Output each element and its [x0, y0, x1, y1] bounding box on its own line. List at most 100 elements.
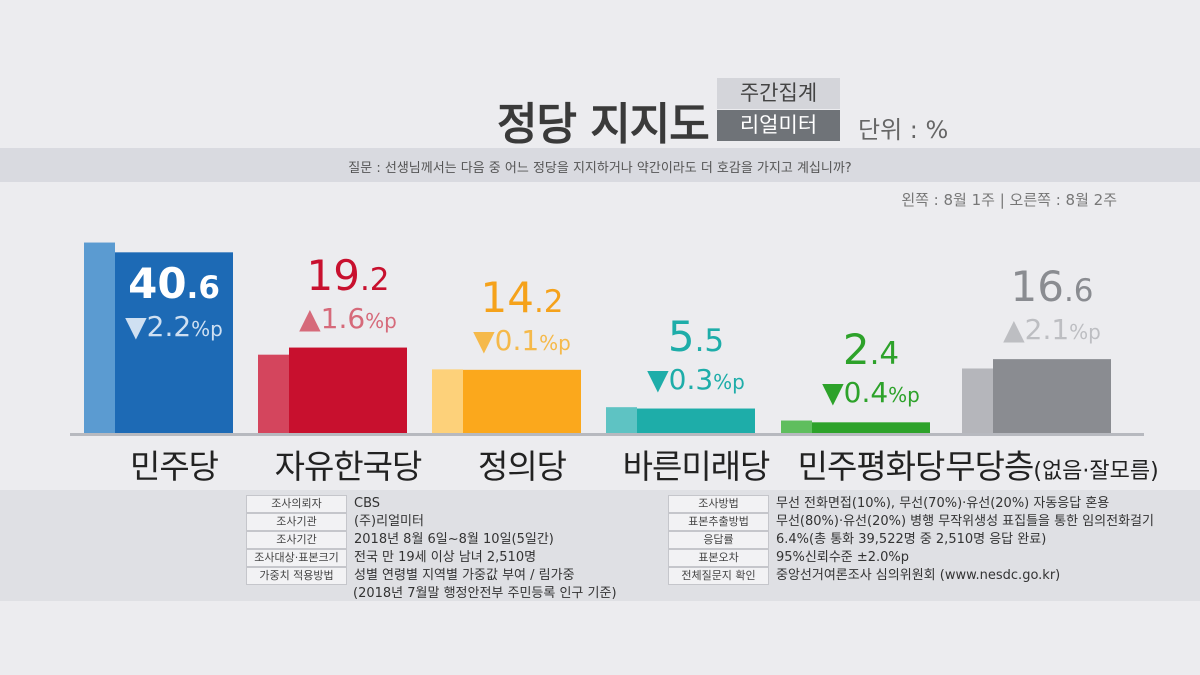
info-value: 성별 연령별 지역별 가중값 부여 / 림가중 [354, 568, 575, 583]
bar-label-5: 16.6 ▲2.1%p [964, 265, 1140, 349]
bar-curr-2 [463, 369, 581, 433]
bar-chart [84, 242, 1111, 433]
bar-label-1: 19.2 ▲1.6%p [260, 253, 436, 338]
bar-prev-0 [84, 242, 115, 433]
info-value: 95%신뢰수준 ±2.0%p [776, 550, 910, 565]
party-name-1: 자유한국당 [260, 440, 436, 488]
change-label: ▼2.2%p [86, 310, 262, 346]
bar-curr-5 [993, 359, 1111, 433]
info-label: 조사기관 [246, 513, 347, 531]
bar-prev-3 [606, 407, 637, 433]
bar-curr-1 [289, 347, 407, 433]
change-label: ▼0.3%p [608, 363, 784, 399]
change-unit: %p [365, 308, 397, 333]
info-row: 표본오차 95%신뢰수준 ±2.0%p [668, 549, 1154, 567]
change-unit: %p [888, 383, 920, 408]
value-label: 5.5 [608, 311, 784, 363]
value-dec: .6 [1063, 273, 1094, 310]
change-unit: %p [191, 317, 223, 342]
info-label: 전체질문지 확인 [668, 567, 769, 585]
party-label: 민주평화당 [797, 447, 946, 486]
unit-label: 단위 : % [858, 116, 949, 144]
value-label: 14.2 [434, 275, 610, 324]
info-value-extra: (2018년 7월말 행정안전부 주민등록 인구 기준) [353, 586, 617, 601]
info-label: 응답률 [668, 531, 769, 549]
value-int: 2 [842, 325, 870, 375]
survey-info-right: 조사방법 무선 전화면접(10%), 무선(70%)·유선(20%) 자동응답 혼… [668, 495, 1154, 585]
info-row: 조사의뢰자 CBS [246, 495, 617, 513]
info-row: 전체질문지 확인 중앙선거여론조사 심의위원회 (www.nesdc.go.kr) [668, 567, 1154, 585]
chart-title: 정당 지지도 [497, 99, 710, 150]
value-dec: .2 [359, 261, 390, 298]
bar-prev-1 [258, 354, 289, 433]
bar-prev-4 [781, 420, 812, 433]
change-unit: %p [539, 330, 571, 355]
party-label: 정의당 [477, 447, 567, 486]
info-label: 표본추출방법 [668, 513, 769, 531]
info-value: 중앙선거여론조사 심의위원회 (www.nesdc.go.kr) [776, 568, 1061, 583]
chart-baseline [70, 433, 1144, 436]
party-label: 민주당 [129, 447, 219, 486]
info-value: 6.4%(총 통화 39,522명 중 2,510명 응답 완료) [776, 532, 1047, 547]
legend-note: 왼쪽 : 8월 1주 | 오른쪽 : 8월 2주 [901, 191, 1117, 209]
value-int: 40 [128, 259, 187, 309]
value-label: 16.6 [964, 265, 1140, 313]
value-dec: .2 [533, 283, 564, 320]
change-unit: %p [713, 369, 745, 394]
info-value: 무선 전화면접(10%), 무선(70%)·유선(20%) 자동응답 혼용 [776, 496, 1110, 511]
party-label: 바른미래당 [622, 447, 771, 486]
bar-label-0: 40.6 ▼2.2%p [86, 262, 262, 346]
change-unit: %p [1069, 320, 1101, 345]
info-label: 조사방법 [668, 495, 769, 513]
change-label: ▼0.4%p [783, 376, 959, 412]
info-label: 조사의뢰자 [246, 495, 347, 513]
info-row: 가중치 적용방법 성별 연령별 지역별 가중값 부여 / 림가중 [246, 567, 617, 585]
info-value: (주)리얼미터 [354, 514, 424, 529]
party-name-0: 민주당 [86, 440, 262, 488]
value-dec: .4 [869, 336, 900, 373]
party-name-5: 무당층(없음·잘모름) [942, 440, 1162, 488]
info-label: 조사기간 [246, 531, 347, 549]
question-band [0, 148, 1200, 182]
info-row: 조사방법 무선 전화면접(10%), 무선(70%)·유선(20%) 자동응답 혼… [668, 495, 1154, 513]
change-label: ▲2.1%p [964, 313, 1140, 349]
value-label: 2.4 [783, 328, 959, 376]
value-int: 5 [667, 311, 695, 361]
info-label: 표본오차 [668, 549, 769, 567]
info-value: 2018년 8월 6일~8월 10일(5일간) [354, 532, 554, 547]
value-dec: .5 [694, 322, 725, 359]
change-label: ▲1.6%p [260, 302, 436, 338]
info-value: 무선(80%)·유선(20%) 병행 무작위생성 표집틀을 통한 임의전화걸기 [776, 514, 1154, 529]
party-label: 무당층 [945, 447, 1034, 486]
info-row: 조사대상·표본크기 전국 만 19세 이상 남녀 2,510명 [246, 549, 617, 567]
info-row: 표본추출방법 무선(80%)·유선(20%) 병행 무작위생성 표집틀을 통한 임… [668, 513, 1154, 531]
party-suffix: (없음·잘모름) [1033, 459, 1159, 484]
change-value: ▼0.3 [647, 362, 714, 396]
survey-question: 질문 : 선생님께서는 다음 중 어느 정당을 지지하거나 약간이라도 더 호감… [348, 161, 852, 176]
change-value: ▲2.1 [1003, 313, 1070, 347]
bar-prev-5 [962, 368, 993, 433]
info-label: 가중치 적용방법 [246, 567, 347, 585]
party-name-2: 정의당 [434, 440, 610, 488]
source-tag: 리얼미터 [717, 110, 840, 141]
change-label: ▼0.1%p [434, 324, 610, 360]
bar-label-4: 2.4 ▼0.4%p [783, 328, 959, 412]
info-value: 전국 만 19세 이상 남녀 2,510명 [354, 550, 537, 565]
value-label: 19.2 [260, 253, 436, 302]
party-name-3: 바른미래당 [608, 440, 784, 488]
bar-label-2: 14.2 ▼0.1%p [434, 275, 610, 360]
info-row: 응답률 6.4%(총 통화 39,522명 중 2,510명 응답 완료) [668, 531, 1154, 549]
survey-info-band [0, 490, 1200, 601]
bar-prev-2 [432, 369, 463, 433]
info-row: 조사기간 2018년 8월 6일~8월 10일(5일간) [246, 531, 617, 549]
change-value: ▼0.4 [822, 376, 889, 410]
period-tag: 주간집계 [717, 78, 840, 109]
change-value: ▼2.2 [125, 310, 192, 344]
value-dec: .6 [186, 270, 220, 307]
bar-curr-3 [637, 408, 755, 433]
change-value: ▼0.1 [473, 323, 540, 357]
party-label: 자유한국당 [274, 447, 423, 486]
party-name-4: 민주평화당 [783, 440, 959, 488]
